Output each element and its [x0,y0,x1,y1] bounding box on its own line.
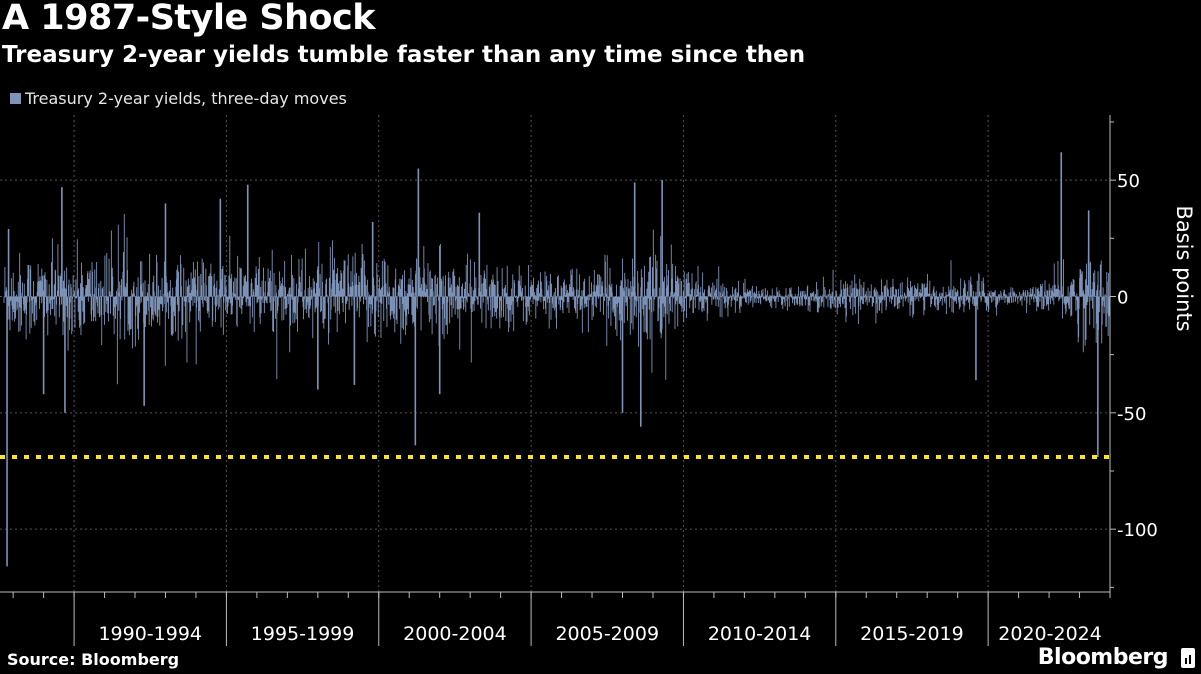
x-tick-label: 2020-2024 [998,623,1102,645]
legend-swatch [10,93,21,104]
x-tick-label: 1995-1999 [251,623,355,645]
chart-legend: Treasury 2-year yields, three-day moves [10,89,347,108]
axes: 50 0 -50 -100 1990-1994 1995-1999 2000-2004 200… [0,115,1196,646]
chart-subtitle: Treasury 2-year yields tumble faster tha… [2,42,806,68]
x-tick-label: 2005-2009 [555,623,659,645]
y-axis-label: Basis points [1172,205,1196,331]
gridlines [0,115,1110,592]
bar-series [3,152,1110,567]
source-note: Source: Bloomberg [7,650,180,669]
x-tick-label: 2000-2004 [403,623,507,645]
x-tick-label: 2015-2019 [860,623,964,645]
series-body [3,214,1110,385]
brand-logo-text: Bloomberg [1037,645,1169,670]
legend-label: Treasury 2-year yields, three-day moves [25,89,347,108]
y-tick-label: -50 [1117,404,1146,425]
y-tick-label: 0 [1117,287,1128,308]
bloomberg-chart-icon [1181,648,1195,668]
chart-title: A 1987-Style Shock [2,0,376,38]
y-tick-label: 50 [1117,171,1140,192]
y-tick-label: -100 [1117,520,1158,541]
x-tick-label: 2010-2014 [708,623,812,645]
x-tick-label: 1990-1994 [98,623,202,645]
